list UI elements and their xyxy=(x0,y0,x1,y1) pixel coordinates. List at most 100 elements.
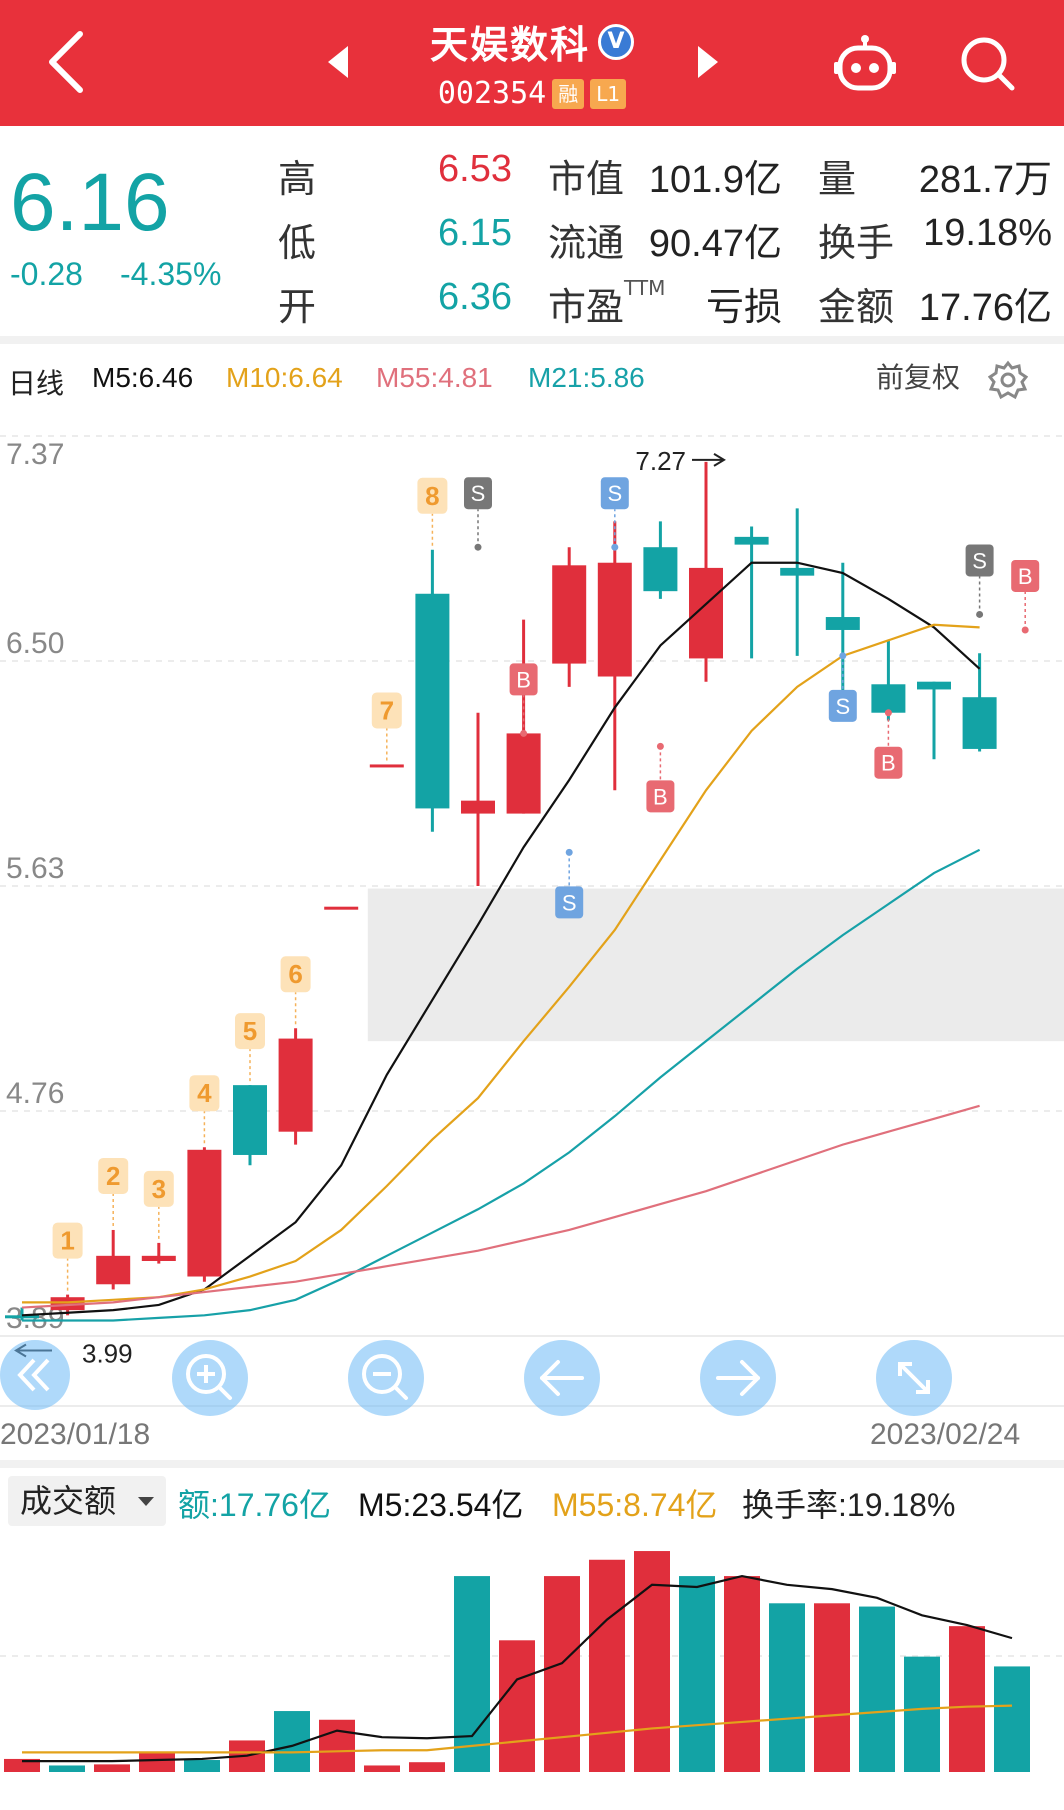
low-value: 6.15 xyxy=(438,212,512,254)
period-label[interactable]: 日线 xyxy=(8,368,65,399)
collapse-button[interactable] xyxy=(0,1340,70,1410)
candle-down xyxy=(917,681,951,690)
candle-up xyxy=(461,800,495,814)
signal-dot xyxy=(839,652,847,660)
candle-up xyxy=(597,562,632,677)
signal-letter: S xyxy=(471,481,486,506)
expand-icon xyxy=(898,1362,930,1394)
volume-bar xyxy=(94,1764,130,1772)
pe-value: 亏损 xyxy=(705,287,782,329)
trade-signal: S xyxy=(555,848,584,919)
signal-letter: S xyxy=(835,694,850,719)
volume-ma5-line xyxy=(22,1574,1013,1763)
pe-label-text: 市盈 xyxy=(548,285,625,329)
signal-badge xyxy=(874,746,903,779)
candle-up xyxy=(187,1149,222,1277)
high-label: 高 xyxy=(278,157,317,201)
scroll-right-button[interactable] xyxy=(700,1340,776,1416)
gear-icon[interactable] xyxy=(988,360,1028,400)
turnover-rate: 换手率:19.18% xyxy=(742,1487,956,1523)
rise-count-tag: 2 xyxy=(98,1157,129,1226)
trade-signal: B xyxy=(874,709,903,779)
signal-letter: S xyxy=(562,890,577,915)
volume-bar xyxy=(49,1765,85,1772)
signal-letter: S xyxy=(972,548,987,573)
caret-down-icon xyxy=(138,1497,154,1506)
volume-bar xyxy=(589,1559,625,1772)
candle-up xyxy=(278,1038,313,1132)
candle-up xyxy=(506,733,541,814)
volume-bar xyxy=(679,1576,715,1772)
back-arrow-icon[interactable] xyxy=(40,26,96,98)
volume-label: 量 xyxy=(818,157,857,201)
zoom-out-button[interactable] xyxy=(348,1340,424,1416)
volume-indicator-dropdown[interactable]: 成交额 xyxy=(8,1476,166,1526)
signal-dot xyxy=(1021,626,1029,634)
tag-background xyxy=(143,1170,174,1207)
zoom-in-button[interactable] xyxy=(172,1340,248,1416)
signal-badge xyxy=(555,886,584,919)
previous-stock-icon[interactable] xyxy=(326,44,352,80)
tag-number: 7 xyxy=(380,695,394,725)
high-value: 6.53 xyxy=(438,148,512,190)
zoom-in-icon xyxy=(186,1354,232,1400)
signal-badge xyxy=(464,477,492,510)
volume-chart[interactable] xyxy=(0,1530,1064,1780)
quote-panel: 6.16 -0.28 -4.35% 高 6.53 市值 101.9亿 量 281… xyxy=(0,126,1064,334)
tag-number: 5 xyxy=(243,1016,257,1046)
y-tick-label: 6.50 xyxy=(6,627,64,660)
candle-up xyxy=(689,567,723,659)
tag-background xyxy=(371,692,402,729)
signal-badge xyxy=(509,663,538,696)
divider xyxy=(0,1460,1064,1468)
fullscreen-button[interactable] xyxy=(876,1340,952,1416)
candle-up xyxy=(324,906,359,910)
signal-dot xyxy=(565,848,573,856)
x-start-date: 2023/01/18 xyxy=(0,1418,151,1451)
max-price-arrowhead xyxy=(713,453,726,467)
min-price-label: 3.99 xyxy=(82,1338,133,1368)
candle-down xyxy=(233,1085,267,1155)
pe-ttm-sup: TTM xyxy=(624,276,666,300)
tag-number: 2 xyxy=(106,1161,120,1191)
volume-bar xyxy=(814,1603,850,1772)
candle-down xyxy=(780,567,815,576)
rise-count-tag: 3 xyxy=(143,1170,174,1239)
ma5-value: M5:6.46 xyxy=(92,362,194,393)
search-icon[interactable] xyxy=(958,34,1018,94)
arrow-left-icon xyxy=(540,1360,584,1396)
adjust-mode[interactable]: 前复权 xyxy=(876,361,961,394)
ma-line-m21 xyxy=(22,848,981,1322)
ma21-value: M21:5.86 xyxy=(528,362,645,393)
candle-up xyxy=(369,764,404,768)
trade-signal: S xyxy=(600,477,629,551)
y-tick-label: 4.76 xyxy=(6,1077,64,1110)
arrow-right-icon xyxy=(716,1360,760,1396)
volume-m5: M5:23.54亿 xyxy=(358,1487,524,1523)
candle-down xyxy=(734,536,769,545)
candle-down xyxy=(825,617,860,630)
trade-signal: S xyxy=(965,544,994,618)
volume-bar xyxy=(634,1551,670,1772)
low-label: 低 xyxy=(278,221,317,265)
signal-badge xyxy=(600,477,629,510)
robot-assistant-icon[interactable] xyxy=(832,34,898,94)
scroll-left-button[interactable] xyxy=(524,1340,600,1416)
volume-bar xyxy=(364,1765,400,1772)
price-change-percent: -4.35% xyxy=(120,256,222,292)
signal-badge xyxy=(828,689,857,722)
rise-count-tag: 8 xyxy=(417,477,448,546)
stock-code: 002354 xyxy=(437,76,547,111)
volume-indicator-label: 成交额 xyxy=(20,1482,117,1520)
stock-name: 天娱数科 xyxy=(429,23,590,67)
volume-bar xyxy=(409,1762,445,1772)
signal-dot xyxy=(520,729,528,737)
double-chevron-left-icon xyxy=(17,1358,50,1392)
candle-up xyxy=(141,1255,176,1261)
signal-dot xyxy=(611,543,619,551)
candle-down xyxy=(871,684,906,713)
next-stock-icon[interactable] xyxy=(694,44,720,80)
rise-count-tag: 1 xyxy=(52,1222,83,1291)
amount-label: 金额 xyxy=(818,285,895,329)
